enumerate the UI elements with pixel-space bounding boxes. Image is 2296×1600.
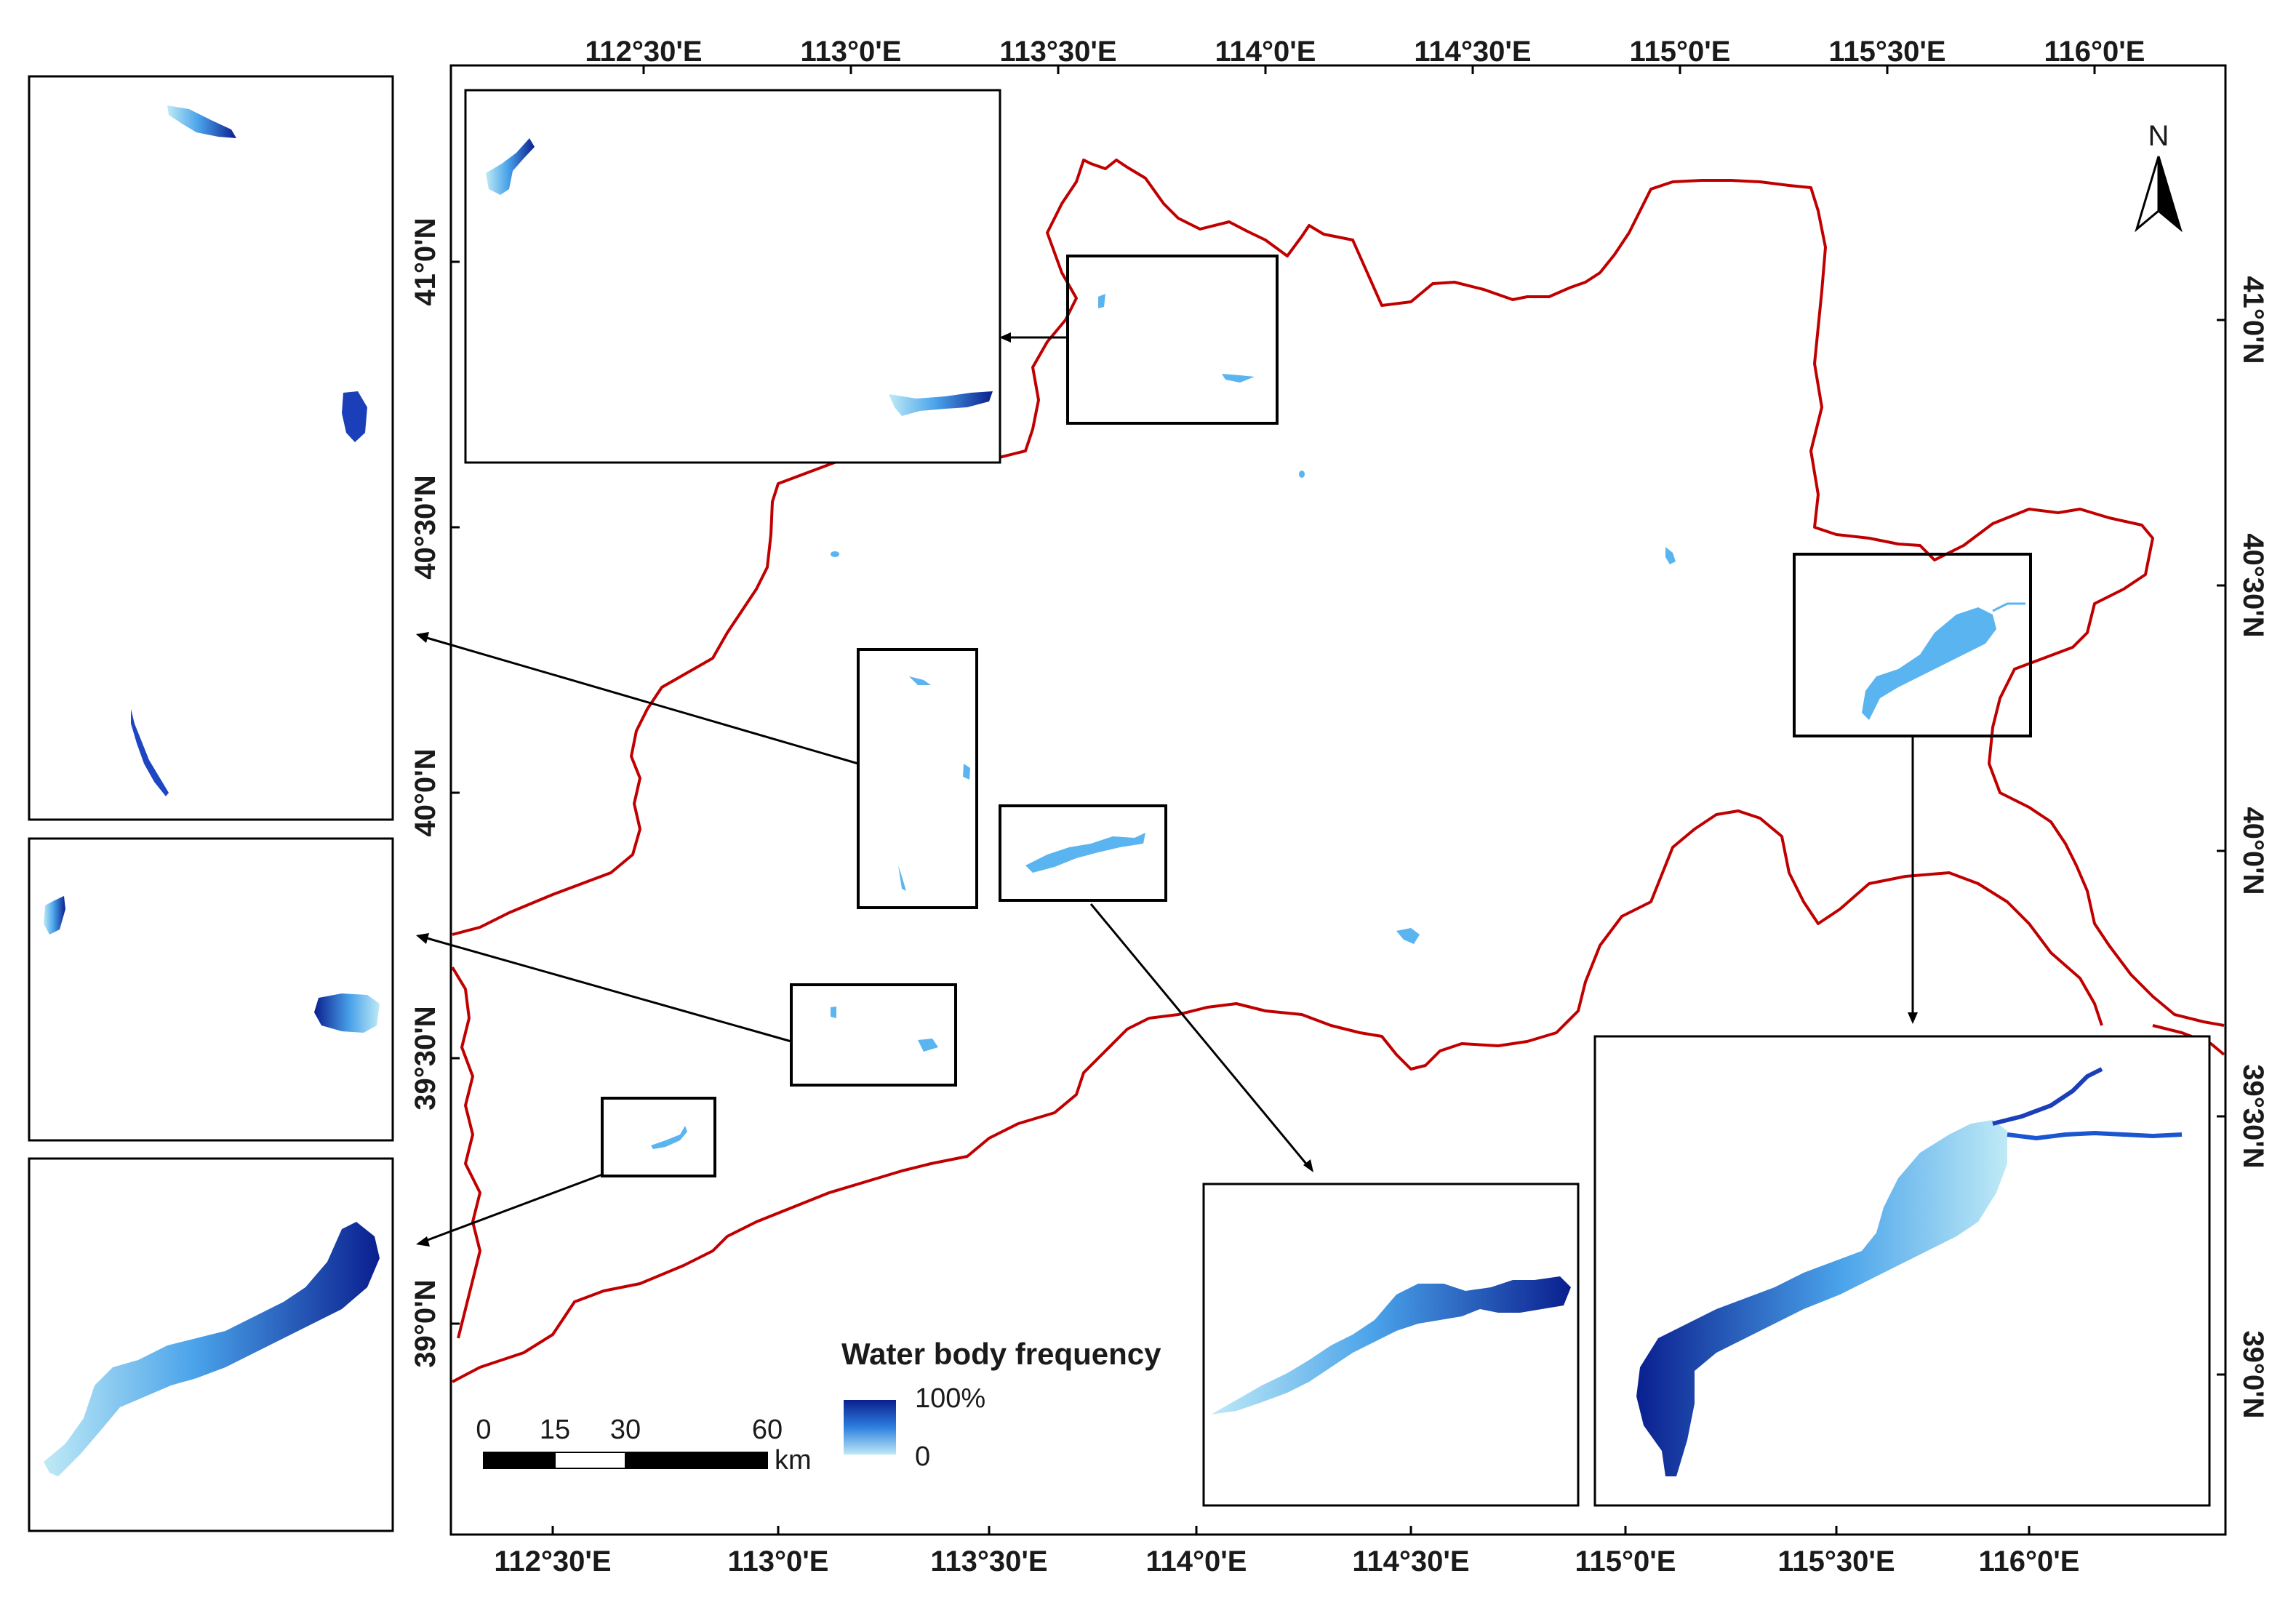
top-tick-label: 114°30'E bbox=[1414, 36, 1531, 68]
left-axis-labels: 41°0'N 40°30'N 40°0'N 39°30'N 39°0'N bbox=[409, 217, 441, 1367]
right-tick-label: 40°0'N bbox=[2237, 807, 2269, 895]
water-body bbox=[1396, 928, 1420, 944]
top-tick-label: 114°0'E bbox=[1215, 36, 1316, 68]
left-tick-label: 40°0'N bbox=[409, 748, 441, 836]
north-arrow-icon: N bbox=[2135, 120, 2183, 233]
basin-boundary-north bbox=[452, 159, 2225, 1027]
scale-tick-label: 15 bbox=[540, 1415, 570, 1445]
legend-title: Water body frequency bbox=[841, 1337, 1161, 1371]
legend-color-ramp bbox=[844, 1400, 896, 1455]
bottom-tick-label: 116°0'E bbox=[1979, 1545, 2080, 1577]
arrow-head bbox=[416, 632, 429, 643]
scale-tick-label: 0 bbox=[476, 1415, 491, 1445]
inset-bottom-right bbox=[1593, 1035, 2211, 1507]
arrow-head bbox=[1303, 1159, 1313, 1172]
right-axis-labels: 41°0'N 40°30'N 40°0'N 39°30'N 39°0'N bbox=[2237, 276, 2269, 1418]
basin-boundaries bbox=[451, 159, 2225, 1383]
arrow-line bbox=[421, 1173, 603, 1244]
source-box-middle-reservoir bbox=[999, 804, 1167, 902]
scale-bar: 0 15 30 60 km bbox=[476, 1415, 811, 1476]
bottom-tick-label: 114°30'E bbox=[1352, 1545, 1469, 1577]
arrow-head bbox=[416, 933, 429, 944]
top-tick-label: 113°0'E bbox=[801, 36, 902, 68]
inset-left-bottom bbox=[28, 1157, 394, 1532]
bottom-tick-label: 112°30'E bbox=[494, 1545, 611, 1577]
bottom-tick-label: 113°30'E bbox=[930, 1545, 1047, 1577]
top-tick-label: 116°0'E bbox=[2044, 36, 2145, 68]
scale-tick-label: 30 bbox=[610, 1415, 641, 1445]
bottom-tick-label: 114°0'E bbox=[1146, 1545, 1247, 1577]
arrow-head bbox=[416, 1236, 430, 1247]
legend-max-label: 100% bbox=[915, 1383, 985, 1414]
arrow-line bbox=[421, 635, 859, 765]
arrow-head bbox=[1908, 1012, 1918, 1024]
bottom-tick-label: 115°30'E bbox=[1777, 1545, 1895, 1577]
legend-min-label: 0 bbox=[915, 1441, 930, 1472]
inset-north bbox=[464, 89, 1001, 464]
left-tick-label: 41°0'N bbox=[409, 217, 441, 305]
legend: Water body frequency 100% 0 bbox=[841, 1337, 1161, 1472]
left-tick-label: 40°30'N bbox=[409, 475, 441, 579]
bottom-tick-label: 113°0'E bbox=[728, 1545, 829, 1577]
top-tick-label: 112°30'E bbox=[585, 36, 702, 68]
arrow-line bbox=[421, 935, 792, 1043]
inset-bottom-middle bbox=[1202, 1183, 1580, 1507]
basin-boundary-middle bbox=[452, 809, 2103, 1383]
bottom-axis-labels: 112°30'E 113°0'E 113°30'E 114°0'E 114°30… bbox=[494, 1545, 2079, 1577]
water-body bbox=[1665, 547, 1676, 564]
scale-unit: km bbox=[775, 1445, 812, 1476]
scale-tick-label: 60 bbox=[752, 1415, 783, 1445]
top-tick-label: 113°30'E bbox=[999, 36, 1116, 68]
left-tick-label: 39°30'N bbox=[409, 1006, 441, 1110]
main-map-water-bodies bbox=[831, 471, 1676, 944]
graticule-ticks bbox=[451, 65, 2225, 1535]
top-tick-label: 115°0'E bbox=[1630, 36, 1731, 68]
basin-boundary-west bbox=[451, 966, 481, 1339]
top-axis-labels: 112°30'E 113°0'E 113°30'E 114°0'E 114°30… bbox=[585, 36, 2145, 68]
bottom-tick-label: 115°0'E bbox=[1575, 1545, 1676, 1577]
water-body bbox=[1299, 471, 1305, 478]
source-box-lowest bbox=[601, 1097, 716, 1177]
left-tick-label: 39°0'N bbox=[409, 1279, 441, 1367]
inset-left-top bbox=[28, 75, 394, 821]
arrow-line bbox=[1089, 903, 1311, 1168]
source-box-middle-tall bbox=[857, 648, 978, 909]
right-tick-label: 40°30'N bbox=[2237, 533, 2269, 637]
source-box-lower bbox=[790, 983, 957, 1087]
right-tick-label: 39°0'N bbox=[2237, 1330, 2269, 1418]
north-label: N bbox=[2148, 120, 2169, 152]
right-tick-label: 41°0'N bbox=[2237, 276, 2269, 364]
arrow-head bbox=[999, 332, 1011, 343]
water-body bbox=[831, 551, 839, 557]
top-tick-label: 115°30'E bbox=[1828, 36, 1945, 68]
source-box-north bbox=[1066, 255, 1279, 425]
inset-left-middle bbox=[28, 837, 394, 1142]
right-tick-label: 39°30'N bbox=[2237, 1064, 2269, 1168]
